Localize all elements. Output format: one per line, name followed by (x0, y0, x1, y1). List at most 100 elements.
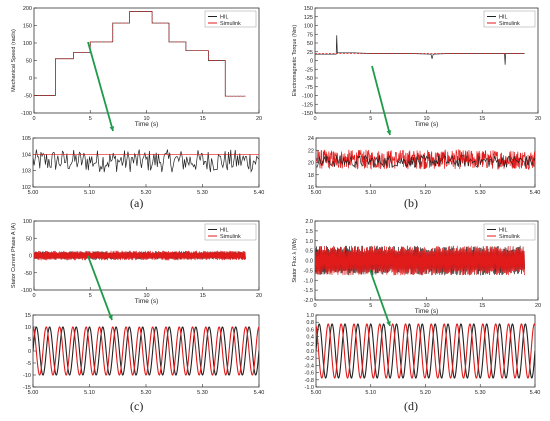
panel-a-main-ytick-label: 100 (23, 41, 32, 47)
panel-a-zoom-arrowhead (109, 126, 115, 131)
panel-b-zoom-ytick-label: 16 (308, 185, 314, 191)
panel-d-zoom-ytick-label: 0.2 (306, 342, 314, 348)
panel-d-main-ytick-label: 1.0 (305, 239, 313, 245)
panel-c-zoom-xtick-label: 5.20 (141, 390, 152, 396)
panel-a-zoom-ytick-label: 103 (22, 169, 31, 175)
panel-c-main-ytick-label: 0 (29, 254, 32, 260)
panel-d-main-ytick-label: 1.5 (305, 229, 313, 235)
panel-a-main-ytick-label: 150 (23, 24, 32, 30)
panel-d-zoom-ytick-label: -1.0 (305, 385, 314, 391)
panel-d-main-ytick-label: -2.0 (304, 298, 313, 304)
panel-c-zoom-ytick-label: 5 (28, 337, 31, 343)
panel-d-zoom-xtick-label: 5.00 (311, 390, 322, 396)
panel-a-main-xtick-label: 5 (89, 116, 92, 122)
panel-a-main-xtick-label: 10 (143, 116, 149, 122)
panel-d-main-xtick-label: 20 (535, 303, 541, 309)
panel-d-main: -2.0 -1.5 -1.0 -0.5 0.0 0.5 1.0 1.5 2.0 0 5 10 15 20 T… (292, 219, 541, 315)
panel-c-zoom-series-simulink (33, 326, 259, 376)
panel-d-zoom-series-hil (316, 323, 535, 379)
panel-d-zoom-arrow (369, 269, 391, 327)
panel-d-main-ytick-label: -1.0 (304, 278, 313, 284)
panel-d-zoom-arrowhead (386, 321, 391, 326)
panel-c-main-ytick-label: -100 (21, 288, 32, 294)
panel-b-zoom: 16 18 20 22 24 5.00 5.10 5.20 5.30 5.40 (308, 136, 540, 196)
panel-d-main-ytick-label: 0.0 (305, 259, 313, 265)
panel-label-a: (a) (130, 196, 144, 210)
panel-d-legend-label-simulink: Simulink (499, 234, 520, 240)
panel-d-zoom-ytick-label: -0.4 (305, 363, 314, 369)
panel-a-zoom-xtick-label: 5.00 (28, 190, 39, 196)
panel-d-legend (483, 223, 536, 241)
panel-c-zoom-ytick-label: -5 (26, 361, 31, 367)
panel-b-main-ytick-label: -125 (302, 102, 313, 108)
panel-d-zoom-ytick-label: 0.0 (306, 349, 314, 355)
panel-c-zoom-arrow (87, 255, 113, 321)
panel-b-main-ytick-label: -50 (305, 76, 313, 82)
panel-c-zoom-xtick-label: 5.40 (254, 390, 265, 396)
panel-b-zoom-ytick-label: 20 (308, 161, 314, 167)
panel-c-zoom-ytick-label: 0 (28, 349, 31, 355)
panel-a-main: -100 -50 0 50 100 150 200 0 5 10 15 20 Time (s) Mecha… (11, 6, 262, 128)
panel-b-main-xtick-label: 0 (313, 116, 316, 122)
panel-b-zoom-series-hil (316, 153, 535, 168)
panel-d-ylabel: Stator Flux λ (Wb) (292, 238, 298, 282)
panel-d-main-ytick-label: 2.0 (305, 219, 313, 225)
panel-d-zoom-xtick-label: 5.30 (475, 390, 486, 396)
panel-c-main-xtick-label: 10 (143, 293, 149, 299)
panel-b-xlabel: Time (s) (415, 121, 439, 128)
panel-b-main-ytick-label: -75 (305, 85, 313, 91)
panel-d-main-xtick-label: 10 (423, 303, 429, 309)
panel-d-zoom-ytick-label: -0.2 (305, 356, 314, 362)
panel-d-main-ytick-label: -1.5 (304, 288, 313, 294)
panel-b-main-xtick-label: 20 (535, 116, 541, 122)
panel-a-main-ytick-label: -100 (21, 111, 32, 117)
panel-c-zoom-series-hil (33, 326, 259, 376)
panel-c-zoom-xtick-label: 5.00 (28, 390, 39, 396)
panel-a-zoom-ytick-label: 105 (22, 136, 31, 142)
panel-d-zoom-ytick-label: -0.6 (305, 371, 314, 377)
panel-b-main-xtick-label: 10 (423, 116, 429, 122)
panel-a-zoom: 102 103 104 105 5.00 5.10 5.20 5.30 5.40 (22, 136, 265, 196)
panel-d-zoom-series-simulink (316, 323, 535, 379)
panel-b-zoom-arrow (371, 65, 391, 136)
panel-a-main-ytick-label: -50 (24, 94, 32, 100)
panel-b-main-xtick-label: 15 (479, 116, 485, 122)
panel-a-zoom-ytick-label: 104 (22, 152, 31, 158)
panel-a-legend (204, 10, 257, 28)
panel-label-b: (b) (404, 196, 418, 210)
panel-a-zoom-xtick-label: 5.20 (141, 190, 152, 196)
panel-b-main-ytick-label: -100 (302, 94, 313, 100)
panel-d-main-xtick-label: 5 (369, 303, 372, 309)
panel-b-main-ytick-label: -25 (305, 67, 313, 73)
panel-a-legend-label-hil: HIL (220, 15, 229, 21)
panel-d-zoom: -1.0-0.8-0.6 -0.4-0.20.00.20.4 0.60.81.0 5.… (305, 313, 541, 396)
panel-a-main-ytick-label: 50 (26, 59, 32, 65)
panel-d-zoom-ytick-label: -0.8 (305, 378, 314, 384)
panel-a-ylabel: Mechanical Speed (rad/s) (11, 29, 17, 92)
panel-c-zoom-xtick-label: 5.10 (84, 390, 95, 396)
panel-b-zoom-arrowhead (386, 130, 392, 135)
panel-a-main-series-simulink (34, 11, 246, 97)
panel-b-legend-label-hil: HIL (499, 15, 508, 21)
panel-a-zoom-xtick-label: 5.30 (197, 190, 208, 196)
panel-a-legend-label-simulink: Simulink (220, 21, 241, 27)
panel-b-zoom-xtick-label: 5.30 (475, 190, 486, 196)
panel-d-main-series-simulink (315, 245, 525, 276)
panel-b-main-series-hil (315, 35, 525, 65)
panel-a-main-ytick-label: 200 (23, 6, 32, 12)
panel-b-zoom-series-simulink (316, 148, 535, 170)
panel-b-main-ytick-label: 150 (304, 6, 313, 12)
panel-d-main-ytick-label: 0.5 (305, 249, 313, 255)
panel-d-zoom-ytick-label: 0.4 (306, 335, 314, 341)
panel-b-main-ytick-label: -150 (302, 111, 313, 117)
panel-b-main-ytick-label: 75 (307, 32, 313, 38)
panel-c-main-series-simulink (34, 250, 246, 261)
panel-b-zoom-xtick-label: 5.00 (311, 190, 322, 196)
panel-b-zoom-xtick-label: 5.40 (530, 190, 541, 196)
panel-d-main-xtick-label: 15 (479, 303, 485, 309)
panel-b-zoom-xtick-label: 5.10 (365, 190, 376, 196)
panel-label-d: (d) (404, 399, 418, 413)
panel-b-main-ytick-label: 0 (310, 59, 313, 65)
panel-a-xlabel: Time (s) (135, 121, 159, 128)
panel-b-legend-label-simulink: Simulink (499, 21, 520, 27)
